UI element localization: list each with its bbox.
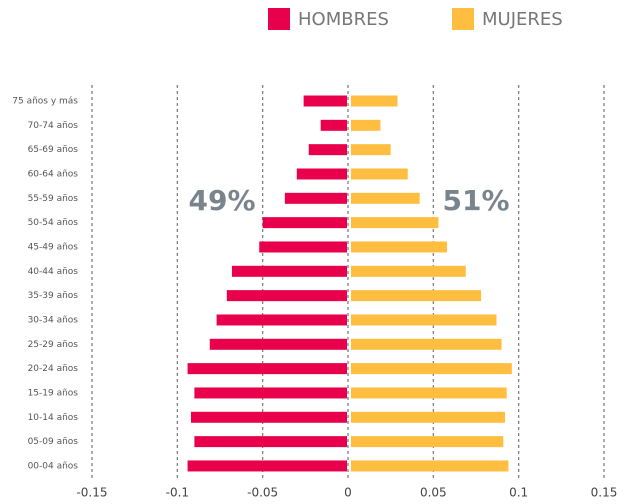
y-tick-label: 15-19 años (28, 388, 79, 398)
bar (351, 314, 497, 326)
legend-swatch (268, 8, 290, 30)
y-tick-label: 60-64 años (28, 169, 79, 179)
x-tick-label: 0 (344, 486, 352, 500)
y-tick-label: 70-74 años (28, 121, 79, 131)
y-tick-label: 30-34 años (28, 315, 79, 325)
bar (351, 95, 398, 107)
bar (351, 241, 447, 253)
bar (351, 217, 439, 229)
bar (351, 192, 420, 204)
bar (259, 241, 347, 253)
bar (194, 387, 347, 399)
y-tick-label: 50-54 años (28, 218, 79, 228)
x-tick-label: -0.15 (76, 486, 107, 500)
bar (226, 290, 347, 302)
bar (351, 265, 466, 277)
bar (351, 460, 509, 472)
bar (308, 144, 347, 156)
y-tick-label: 25-29 años (28, 340, 79, 350)
bar (351, 387, 507, 399)
x-tick-label: -0.05 (247, 486, 278, 500)
bar (351, 144, 391, 156)
bar (231, 265, 347, 277)
x-tick-label: 0.05 (420, 486, 447, 500)
legend-label: MUJERES (482, 9, 563, 30)
bar (284, 192, 347, 204)
y-tick-label: 45-49 años (28, 242, 79, 252)
y-tick-label: 40-44 años (28, 267, 79, 277)
bar (351, 119, 381, 131)
y-tick-label: 35-39 años (28, 291, 79, 301)
y-tick-label: 20-24 años (28, 364, 79, 374)
y-tick-label: 05-09 años (28, 437, 79, 447)
y-tick-label: 00-04 años (28, 461, 79, 471)
y-tick-label: 65-69 años (28, 145, 79, 155)
legend-swatch (452, 8, 474, 30)
bar (187, 460, 347, 472)
bar (320, 119, 347, 131)
bar (194, 436, 347, 448)
bar (351, 363, 512, 375)
bar (303, 95, 347, 107)
bar (351, 338, 502, 350)
bar (351, 168, 408, 180)
bar (190, 411, 347, 423)
bar (296, 168, 347, 180)
x-tick-label: 0.15 (591, 486, 618, 500)
annotation: 49% (188, 184, 255, 217)
x-tick-label: 0.1 (509, 486, 528, 500)
legend-label: HOMBRES (298, 9, 389, 30)
bar (262, 217, 347, 229)
bar (351, 436, 504, 448)
annotation: 51% (442, 184, 509, 217)
x-tick-label: -0.1 (166, 486, 189, 500)
bar (187, 363, 347, 375)
bar (216, 314, 347, 326)
bar (351, 411, 506, 423)
y-tick-label: 10-14 años (28, 413, 79, 423)
y-tick-label: 55-59 años (28, 194, 79, 204)
y-tick-label: 75 años y más (12, 97, 78, 107)
bar (351, 290, 482, 302)
bar (209, 338, 347, 350)
